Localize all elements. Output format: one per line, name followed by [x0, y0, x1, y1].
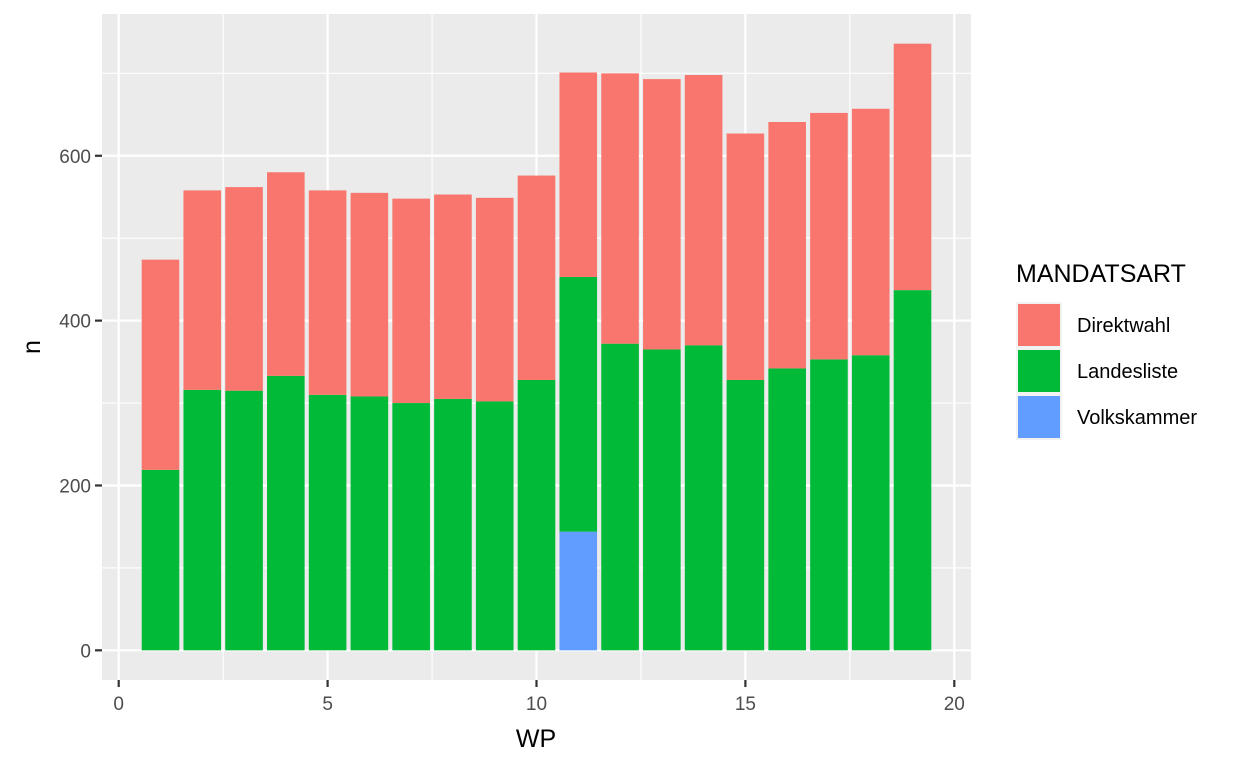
- bar-landesliste-6: [350, 396, 389, 651]
- y-tick-label: 200: [59, 476, 91, 497]
- bar-direktwahl-2: [183, 190, 222, 390]
- bar-direktwahl-7: [392, 198, 430, 404]
- legend-swatch-direktwahl: [1018, 304, 1060, 346]
- bar-landesliste-7: [392, 403, 430, 651]
- bar-direktwahl-3: [225, 187, 263, 391]
- bar-direktwahl-10: [517, 175, 556, 380]
- legend-label-landesliste: Landesliste: [1077, 361, 1178, 383]
- bar-landesliste-16: [768, 368, 806, 651]
- legend-label-volkskammer: Volkskammer: [1077, 407, 1197, 429]
- bar-landesliste-11: [559, 276, 598, 532]
- bar-landesliste-19: [893, 290, 932, 651]
- bar-direktwahl-5: [308, 190, 347, 395]
- bar-volkskammer-11: [559, 531, 598, 651]
- bar-landesliste-2: [183, 389, 222, 651]
- legend: MANDATSART Direktwahl Landesliste Volkskam…: [1016, 260, 1197, 440]
- legend-title: MANDATSART: [1016, 260, 1186, 288]
- bar-landesliste-9: [475, 401, 514, 651]
- bar-landesliste-5: [308, 394, 347, 651]
- bar-landesliste-10: [517, 379, 556, 651]
- bar-direktwahl-15: [726, 133, 765, 380]
- bars: [141, 43, 932, 651]
- x-tick-label: 10: [526, 694, 547, 715]
- bar-direktwahl-18: [851, 108, 890, 356]
- y-axis-title: n: [18, 340, 46, 354]
- x-tick-label: 5: [322, 694, 333, 715]
- bar-landesliste-18: [851, 355, 890, 651]
- x-axis: 0 5 10 15 20: [113, 680, 965, 715]
- legend-swatch-landesliste: [1018, 350, 1060, 392]
- x-tick-label: 20: [944, 694, 965, 715]
- bar-direktwahl-16: [768, 121, 806, 369]
- bar-landesliste-1: [141, 469, 180, 651]
- bar-direktwahl-17: [810, 112, 848, 360]
- bar-landesliste-13: [643, 349, 681, 651]
- bar-direktwahl-8: [434, 194, 472, 399]
- bar-landesliste-12: [601, 343, 639, 651]
- bar-landesliste-17: [810, 359, 848, 651]
- legend-label-direktwahl: Direktwahl: [1077, 315, 1170, 337]
- bar-direktwahl-1: [141, 259, 180, 470]
- bar-direktwahl-19: [893, 43, 932, 291]
- x-axis-title: WP: [516, 725, 556, 753]
- bar-direktwahl-6: [350, 192, 389, 397]
- bar-direktwahl-12: [601, 73, 639, 344]
- bar-landesliste-14: [684, 345, 723, 651]
- y-tick-label: 600: [59, 147, 91, 168]
- bar-direktwahl-11: [559, 72, 598, 277]
- bar-landesliste-4: [267, 375, 305, 651]
- bar-direktwahl-9: [475, 197, 514, 402]
- bar-direktwahl-13: [643, 79, 681, 350]
- bar-direktwahl-14: [684, 74, 723, 346]
- x-tick-label: 15: [735, 694, 756, 715]
- y-tick-label: 400: [59, 312, 91, 333]
- y-tick-label: 0: [80, 641, 91, 662]
- bar-landesliste-15: [726, 379, 765, 651]
- legend-items: Direktwahl Landesliste Volkskammer: [1016, 302, 1197, 440]
- bar-direktwahl-4: [267, 172, 305, 376]
- legend-swatch-volkskammer: [1018, 396, 1060, 438]
- bar-landesliste-8: [434, 398, 472, 651]
- x-tick-label: 0: [113, 694, 124, 715]
- bar-landesliste-3: [225, 390, 263, 651]
- y-axis: 0 200 400 600: [59, 147, 102, 662]
